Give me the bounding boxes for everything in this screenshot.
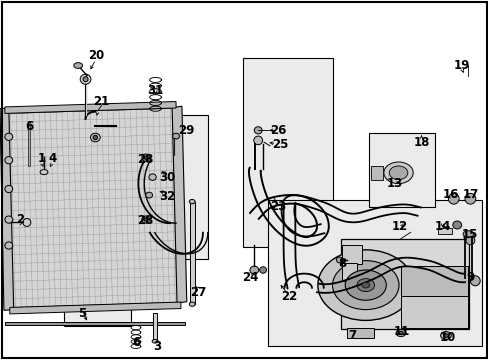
Polygon shape bbox=[5, 108, 181, 308]
Bar bbox=[370, 166, 382, 180]
Ellipse shape bbox=[447, 193, 458, 204]
Text: 20: 20 bbox=[87, 49, 104, 62]
Ellipse shape bbox=[23, 219, 31, 226]
Text: 8: 8 bbox=[338, 257, 346, 270]
Ellipse shape bbox=[5, 133, 13, 140]
Ellipse shape bbox=[465, 236, 474, 245]
Bar bbox=[152, 313, 157, 341]
Text: 13: 13 bbox=[386, 177, 403, 190]
Circle shape bbox=[356, 279, 374, 292]
Bar bbox=[63, 205, 131, 326]
Ellipse shape bbox=[93, 135, 98, 140]
Text: 14: 14 bbox=[433, 220, 450, 233]
Ellipse shape bbox=[74, 63, 82, 68]
Text: 24: 24 bbox=[242, 271, 258, 284]
Ellipse shape bbox=[152, 339, 158, 343]
Text: 12: 12 bbox=[391, 220, 407, 233]
Text: 30: 30 bbox=[159, 171, 175, 184]
Ellipse shape bbox=[143, 156, 147, 159]
Bar bbox=[437, 228, 451, 234]
Circle shape bbox=[361, 282, 369, 288]
Ellipse shape bbox=[253, 136, 262, 145]
Ellipse shape bbox=[90, 133, 100, 142]
Ellipse shape bbox=[388, 166, 407, 180]
Text: 16: 16 bbox=[442, 188, 459, 201]
Text: 18: 18 bbox=[412, 136, 429, 149]
Bar bbox=[5, 322, 184, 325]
Ellipse shape bbox=[80, 74, 91, 84]
Text: 7: 7 bbox=[347, 329, 355, 342]
Text: 1: 1 bbox=[38, 152, 45, 165]
Ellipse shape bbox=[148, 174, 156, 180]
Text: 32: 32 bbox=[159, 190, 175, 203]
Text: 25: 25 bbox=[271, 138, 288, 150]
Ellipse shape bbox=[443, 334, 447, 337]
Bar bbox=[267, 200, 481, 346]
Text: 2: 2 bbox=[17, 213, 24, 226]
Ellipse shape bbox=[143, 218, 147, 221]
Ellipse shape bbox=[464, 193, 475, 204]
Text: 10: 10 bbox=[438, 331, 455, 344]
Circle shape bbox=[332, 261, 398, 310]
Polygon shape bbox=[10, 302, 181, 314]
Ellipse shape bbox=[5, 185, 13, 193]
Ellipse shape bbox=[469, 276, 479, 286]
Ellipse shape bbox=[398, 331, 402, 335]
Text: 22: 22 bbox=[281, 291, 297, 303]
Bar bbox=[346, 328, 373, 338]
Text: 3: 3 bbox=[153, 340, 161, 353]
Ellipse shape bbox=[172, 133, 179, 139]
Ellipse shape bbox=[189, 199, 195, 204]
Text: 6: 6 bbox=[132, 336, 140, 349]
Ellipse shape bbox=[142, 154, 149, 161]
Bar bbox=[400, 296, 468, 328]
Text: 26: 26 bbox=[270, 124, 286, 137]
Text: 4: 4 bbox=[48, 152, 56, 165]
Text: 17: 17 bbox=[462, 188, 478, 201]
Ellipse shape bbox=[395, 329, 405, 337]
Bar bbox=[342, 245, 361, 264]
Ellipse shape bbox=[254, 127, 262, 134]
Text: 15: 15 bbox=[460, 228, 477, 241]
Polygon shape bbox=[5, 102, 176, 113]
Ellipse shape bbox=[5, 216, 13, 223]
Text: 28: 28 bbox=[137, 214, 154, 227]
Text: 5: 5 bbox=[78, 307, 86, 320]
Text: 19: 19 bbox=[453, 59, 469, 72]
Text: 27: 27 bbox=[189, 286, 206, 299]
Ellipse shape bbox=[142, 216, 149, 223]
Ellipse shape bbox=[336, 257, 342, 263]
Bar bbox=[341, 239, 468, 329]
Bar bbox=[400, 266, 468, 296]
Circle shape bbox=[317, 250, 413, 320]
Text: 6: 6 bbox=[25, 120, 33, 133]
Text: 31: 31 bbox=[147, 84, 163, 97]
Polygon shape bbox=[0, 108, 14, 310]
Text: 11: 11 bbox=[393, 325, 409, 338]
Ellipse shape bbox=[40, 170, 48, 175]
Polygon shape bbox=[172, 106, 186, 303]
Text: 23: 23 bbox=[270, 201, 286, 213]
Text: 28: 28 bbox=[137, 153, 154, 166]
Ellipse shape bbox=[383, 162, 412, 184]
Bar bbox=[342, 263, 356, 281]
Ellipse shape bbox=[5, 157, 13, 164]
Ellipse shape bbox=[452, 221, 461, 229]
Ellipse shape bbox=[259, 267, 266, 273]
Bar bbox=[189, 202, 194, 304]
Text: 21: 21 bbox=[93, 95, 110, 108]
Ellipse shape bbox=[145, 192, 152, 198]
Ellipse shape bbox=[5, 242, 13, 249]
Ellipse shape bbox=[189, 302, 195, 306]
Ellipse shape bbox=[440, 332, 450, 339]
Circle shape bbox=[345, 270, 386, 300]
Text: 29: 29 bbox=[177, 124, 194, 137]
Bar bbox=[242, 58, 333, 247]
Ellipse shape bbox=[83, 77, 88, 82]
Ellipse shape bbox=[249, 266, 258, 274]
Bar bbox=[126, 115, 207, 259]
Bar bbox=[368, 133, 434, 207]
Text: 9: 9 bbox=[466, 271, 473, 284]
Ellipse shape bbox=[462, 231, 473, 237]
